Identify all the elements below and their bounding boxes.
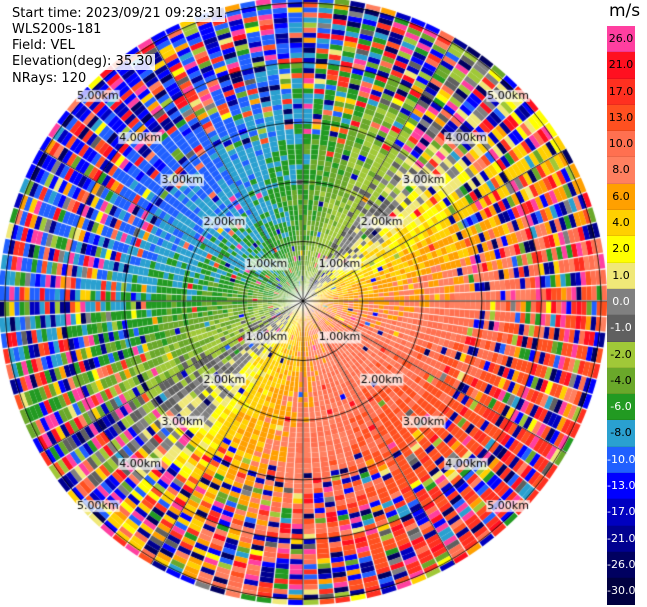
elevation-label: Elevation(deg): 35.30 — [10, 54, 155, 70]
colorbar-swatch: 10.0 — [607, 131, 635, 158]
start-time-label: Start time: 2023/09/21 09:28:31 — [10, 6, 226, 22]
colorbar-tick-label: -30.0 — [607, 584, 636, 598]
colorbar-swatch: -1.0 — [607, 315, 635, 342]
colorbar-tick-label: -26.0 — [607, 557, 636, 571]
field-label: Field: VEL — [10, 38, 77, 54]
colorbar-swatch: 17.0 — [607, 78, 635, 105]
colorbar-swatch: -2.0 — [607, 341, 635, 368]
colorbar-swatch: 2.0 — [607, 236, 635, 263]
colorbar-tick-label: -10.0 — [607, 452, 636, 466]
colorbar-tick-label: 10.0 — [608, 137, 634, 151]
colorbar-tick-label: 4.0 — [612, 216, 630, 230]
colorbar-swatch: -30.0 — [607, 578, 636, 605]
colorbar-swatch: -21.0 — [607, 525, 636, 552]
colorbar-tick-label: 1.0 — [612, 268, 630, 282]
colorbar-swatch: -13.0 — [607, 473, 636, 500]
colorbar-tick-label: 26.0 — [608, 32, 634, 45]
colorbar-tick-label: -21.0 — [607, 531, 636, 545]
colorbar-swatch: 8.0 — [607, 157, 635, 184]
colorbar-unit: m/s — [609, 1, 641, 21]
colorbar-swatch: -26.0 — [607, 551, 636, 579]
colorbar-swatch: 4.0 — [607, 210, 635, 237]
colorbar-swatch: 26.0 — [607, 26, 635, 53]
colorbar-tick-label: -6.0 — [610, 400, 632, 414]
colorbar-swatch: -4.0 — [607, 367, 635, 395]
colorbar: 26.0 21.0 17.0 13.0 10.0 8.0 6.0 4.0 2.0 1.0 0.0 -1… — [607, 26, 635, 605]
colorbar-tick-label: -13.0 — [607, 479, 636, 493]
colorbar-tick-label: 17.0 — [608, 84, 634, 98]
colorbar-swatch: -10.0 — [607, 446, 636, 474]
colorbar-tick-label: -4.0 — [610, 373, 632, 387]
colorbar-swatch: 21.0 — [607, 52, 635, 79]
colorbar-swatch: -17.0 — [607, 499, 636, 526]
instrument-label: WLS200s-181 — [10, 22, 104, 38]
colorbar-tick-label: 2.0 — [612, 242, 630, 256]
colorbar-swatch: -6.0 — [607, 394, 635, 421]
colorbar-tick-label: 0.0 — [612, 294, 630, 308]
colorbar-swatch: 6.0 — [607, 183, 635, 211]
colorbar-tick-label: 6.0 — [612, 189, 630, 203]
colorbar-swatch: -8.0 — [607, 420, 635, 447]
colorbar-tick-label: 21.0 — [608, 58, 634, 72]
colorbar-tick-label: -2.0 — [610, 347, 632, 361]
nrays-label: NRays: 120 — [10, 71, 89, 87]
colorbar-tick-label: -17.0 — [607, 505, 636, 519]
colorbar-swatch: 1.0 — [607, 262, 635, 289]
colorbar-tick-label: -8.0 — [610, 426, 632, 440]
ppi-radar-plot — [0, 0, 607, 607]
colorbar-swatch: 0.0 — [607, 288, 635, 316]
colorbar-tick-label: -1.0 — [610, 321, 632, 335]
colorbar-tick-label: 8.0 — [612, 163, 630, 177]
colorbar-swatch: 13.0 — [607, 104, 635, 132]
colorbar-tick-label: 13.0 — [608, 110, 634, 124]
